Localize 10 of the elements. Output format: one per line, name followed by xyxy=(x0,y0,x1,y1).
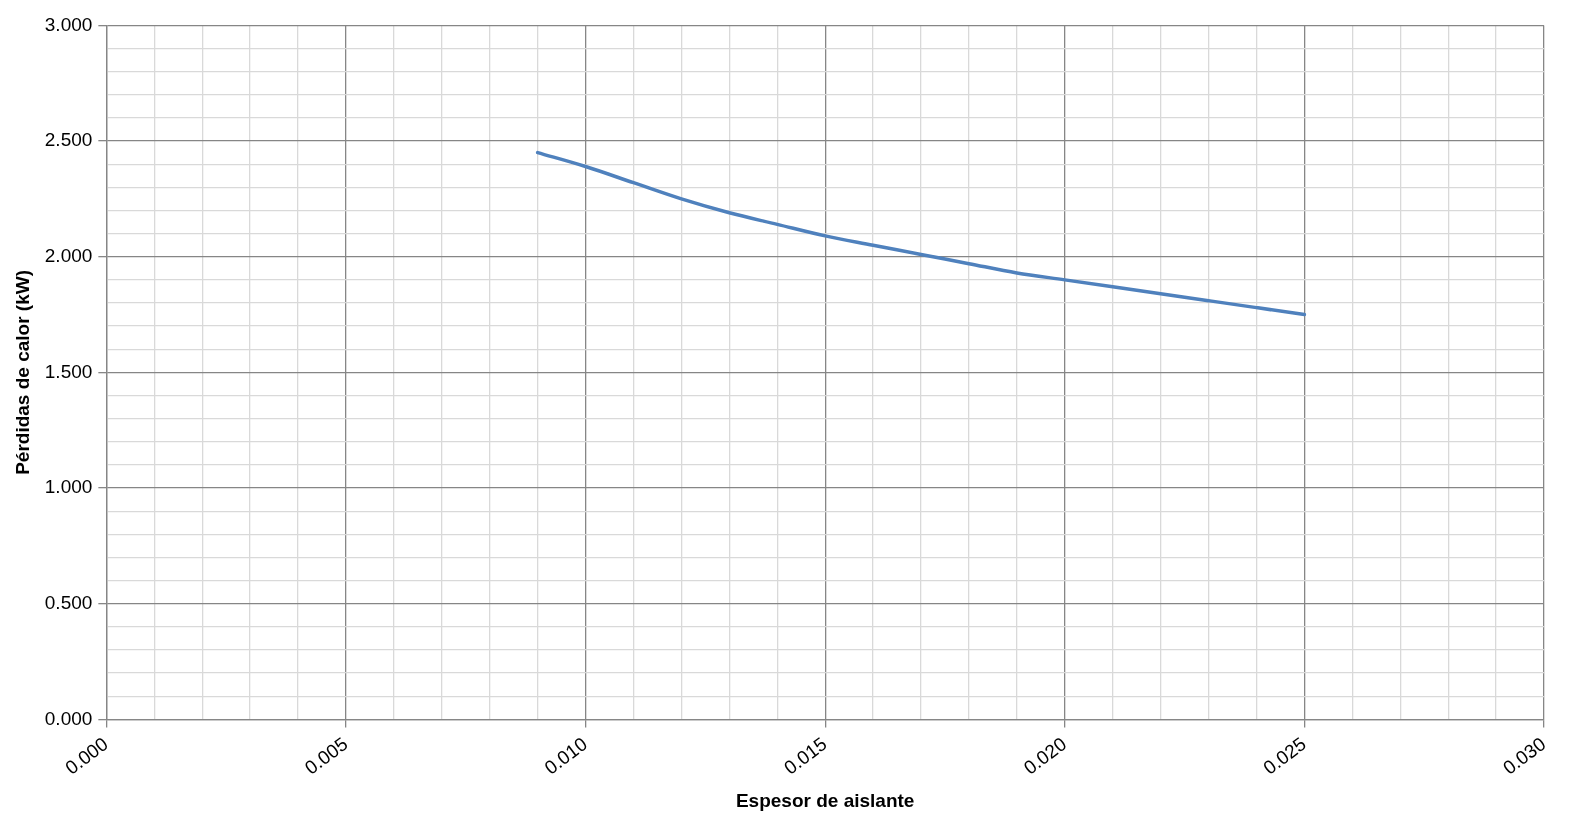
line-series xyxy=(535,150,1307,317)
y-axis-title: Pérdidas de calor (kW) xyxy=(11,269,33,475)
y-tick-label: 1.000 xyxy=(44,476,93,498)
x-axis-title: Espesor de aislante xyxy=(735,789,915,811)
y-tick-label: 2.500 xyxy=(44,129,93,151)
y-tick-label: 1.500 xyxy=(44,360,93,382)
y-tick-label: 3.000 xyxy=(44,13,93,35)
y-tick-label: 0.500 xyxy=(44,591,93,613)
y-tick-label: 0.000 xyxy=(44,707,93,729)
y-tick-label: 2.000 xyxy=(44,244,93,266)
